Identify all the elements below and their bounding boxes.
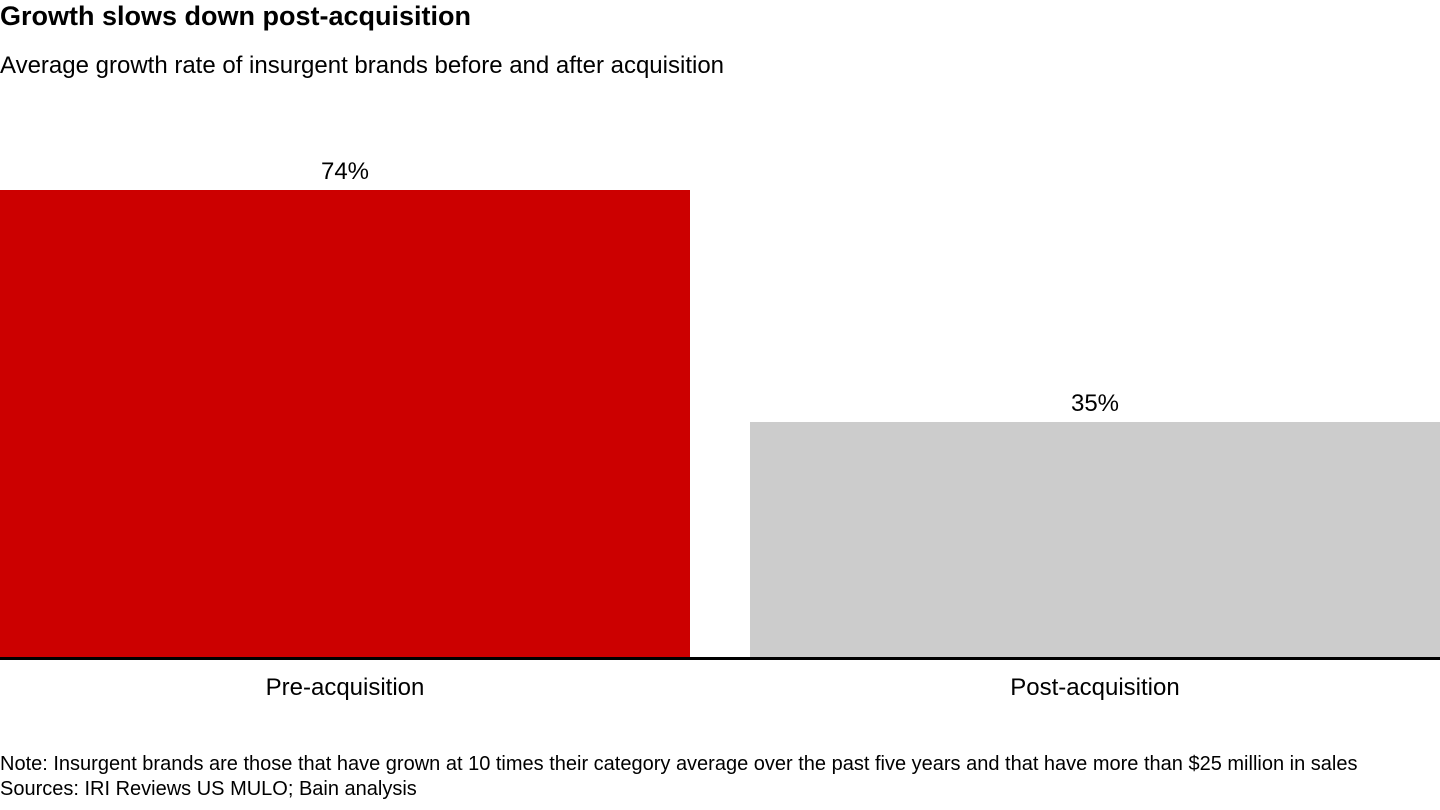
bar-col-post: 35%: [750, 158, 1440, 658]
chart-sources: Sources: IRI Reviews US MULO; Bain analy…: [0, 777, 1357, 802]
chart-container: Growth slows down post-acquisition Avera…: [0, 0, 1440, 810]
chart-area: 74% 35% Pre-acquisition Post-acquisition: [0, 130, 1440, 690]
bar-rect-pre: [0, 190, 690, 658]
chart-footer: Note: Insurgent brands are those that ha…: [0, 752, 1357, 802]
chart-note: Note: Insurgent brands are those that ha…: [0, 752, 1357, 777]
x-axis-baseline: [0, 657, 1440, 660]
bar-rect-post: [750, 422, 1440, 658]
bar-value-label: 35%: [1071, 390, 1119, 418]
bar-value-label: 74%: [321, 158, 369, 186]
x-label: Pre-acquisition: [0, 674, 690, 702]
chart-title: Growth slows down post-acquisition: [0, 0, 1440, 32]
bar-col-pre: 74%: [0, 158, 690, 658]
x-label: Post-acquisition: [750, 674, 1440, 702]
x-labels-row: Pre-acquisition Post-acquisition: [0, 674, 1440, 702]
chart-subtitle: Average growth rate of insurgent brands …: [0, 52, 1440, 80]
bars-row: 74% 35%: [0, 158, 1440, 658]
